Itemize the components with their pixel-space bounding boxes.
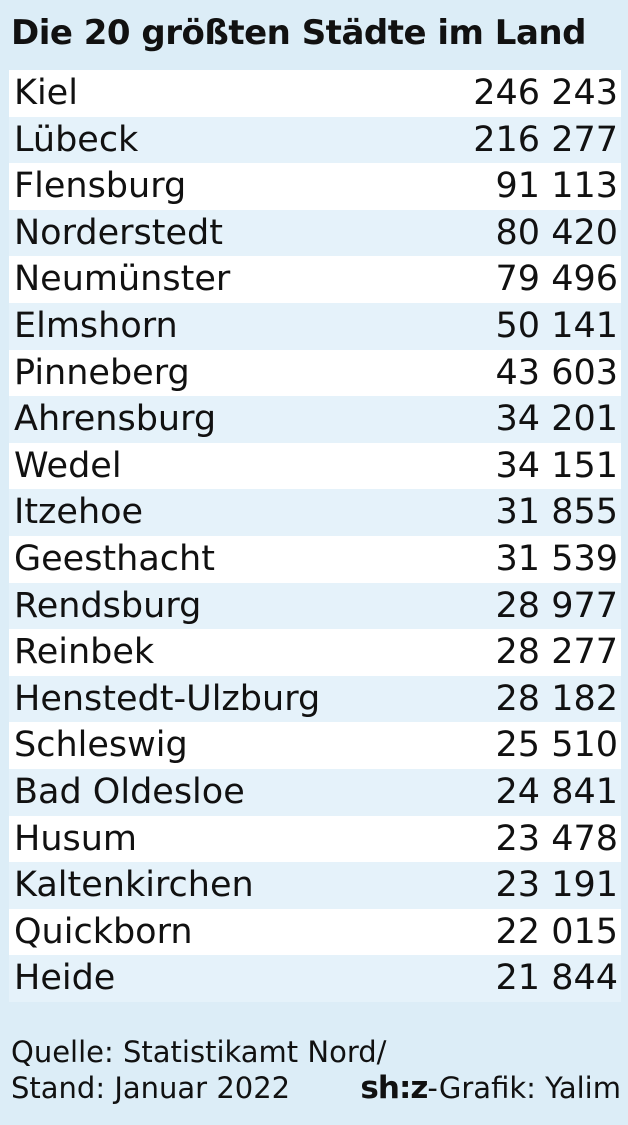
- chart-title: Die 20 größten Städte im Land: [11, 13, 586, 53]
- city-name: Henstedt-Ulzburg: [14, 678, 321, 719]
- table-row: Kaltenkirchen 23 191: [9, 862, 621, 909]
- city-name: Norderstedt: [14, 212, 223, 253]
- population-value: 34 201: [495, 399, 618, 440]
- city-name: Neumünster: [14, 259, 231, 300]
- source-note: Quelle: Statistikamt Nord/: [11, 1035, 387, 1069]
- city-name: Reinbek: [14, 632, 155, 673]
- population-value: 24 841: [495, 771, 618, 812]
- table-row: Wedel 34 151: [9, 442, 621, 490]
- city-name: Schleswig: [14, 725, 188, 766]
- city-name: Kaltenkirchen: [14, 865, 254, 906]
- population-value: 79 496: [495, 259, 618, 300]
- city-name: Flensburg: [14, 166, 187, 207]
- table-row: Neumünster 79 496: [9, 256, 621, 303]
- table-row: Heide 21 844: [9, 955, 621, 1002]
- population-value: 216 277: [473, 119, 618, 160]
- population-value: 25 510: [495, 725, 618, 766]
- population-value: 22 015: [495, 911, 618, 952]
- table-row: Rendsburg 28 977: [9, 582, 621, 630]
- city-population-table: Kiel 246 243 Lübeck 216 277 Flensburg 91 113 N…: [9, 70, 621, 1002]
- table-row: Norderstedt 80 420: [9, 209, 621, 257]
- population-value: 31 855: [495, 492, 618, 533]
- population-value: 23 191: [495, 865, 618, 906]
- table-row: Bad Oldesloe 24 841: [9, 768, 621, 816]
- table-row: Reinbek 28 277: [9, 629, 621, 676]
- population-value: 23 478: [495, 818, 618, 859]
- population-value: 34 151: [495, 445, 618, 486]
- table-row: Elmshorn 50 141: [9, 302, 621, 350]
- city-name: Kiel: [14, 73, 78, 113]
- city-name: Ahrensburg: [14, 399, 217, 440]
- date-note: Stand: Januar 2022: [11, 1071, 291, 1105]
- city-name: Itzehoe: [14, 492, 144, 533]
- population-value: 91 113: [495, 166, 618, 207]
- city-name: Wedel: [14, 445, 122, 486]
- city-name: Husum: [14, 818, 138, 859]
- table-row: Lübeck 216 277: [9, 116, 621, 164]
- population-value: 31 539: [495, 538, 618, 579]
- population-value: 246 243: [473, 73, 618, 113]
- footer-line: Stand: Januar 2022 sh:z-Grafik: Yalim: [11, 1070, 621, 1106]
- table-row: Itzehoe 31 855: [9, 489, 621, 536]
- city-name: Lübeck: [14, 119, 139, 160]
- table-row: Henstedt-Ulzburg 28 182: [9, 675, 621, 723]
- city-name: Rendsburg: [14, 585, 202, 626]
- table-row: Husum 23 478: [9, 815, 621, 863]
- population-value: 43 603: [495, 352, 618, 393]
- table-row: Geesthacht 31 539: [9, 535, 621, 583]
- population-value: 28 182: [495, 678, 618, 719]
- table-row: Ahrensburg 34 201: [9, 396, 621, 443]
- city-name: Pinneberg: [14, 352, 190, 393]
- table-row: Kiel 246 243: [9, 70, 621, 117]
- population-value: 80 420: [495, 212, 618, 253]
- population-value: 28 977: [495, 585, 618, 626]
- table-row: Quickborn 22 015: [9, 908, 621, 956]
- credit-text: -Grafik: Yalim: [427, 1071, 621, 1105]
- footer: Quelle: Statistikamt Nord/ Stand: Januar…: [11, 1034, 621, 1106]
- city-name: Elmshorn: [14, 305, 178, 346]
- city-name: Bad Oldesloe: [14, 771, 245, 812]
- table-row: Schleswig 25 510: [9, 722, 621, 769]
- city-name: Geesthacht: [14, 538, 215, 579]
- table-row: Pinneberg 43 603: [9, 349, 621, 397]
- population-value: 50 141: [495, 305, 618, 346]
- population-value: 21 844: [495, 958, 618, 999]
- population-value: 28 277: [495, 632, 618, 673]
- shz-logo: sh:z: [360, 1070, 428, 1106]
- table-row: Flensburg 91 113: [9, 163, 621, 210]
- city-name: Quickborn: [14, 911, 193, 952]
- city-name: Heide: [14, 958, 116, 999]
- credit: sh:z-Grafik: Yalim: [360, 1070, 621, 1106]
